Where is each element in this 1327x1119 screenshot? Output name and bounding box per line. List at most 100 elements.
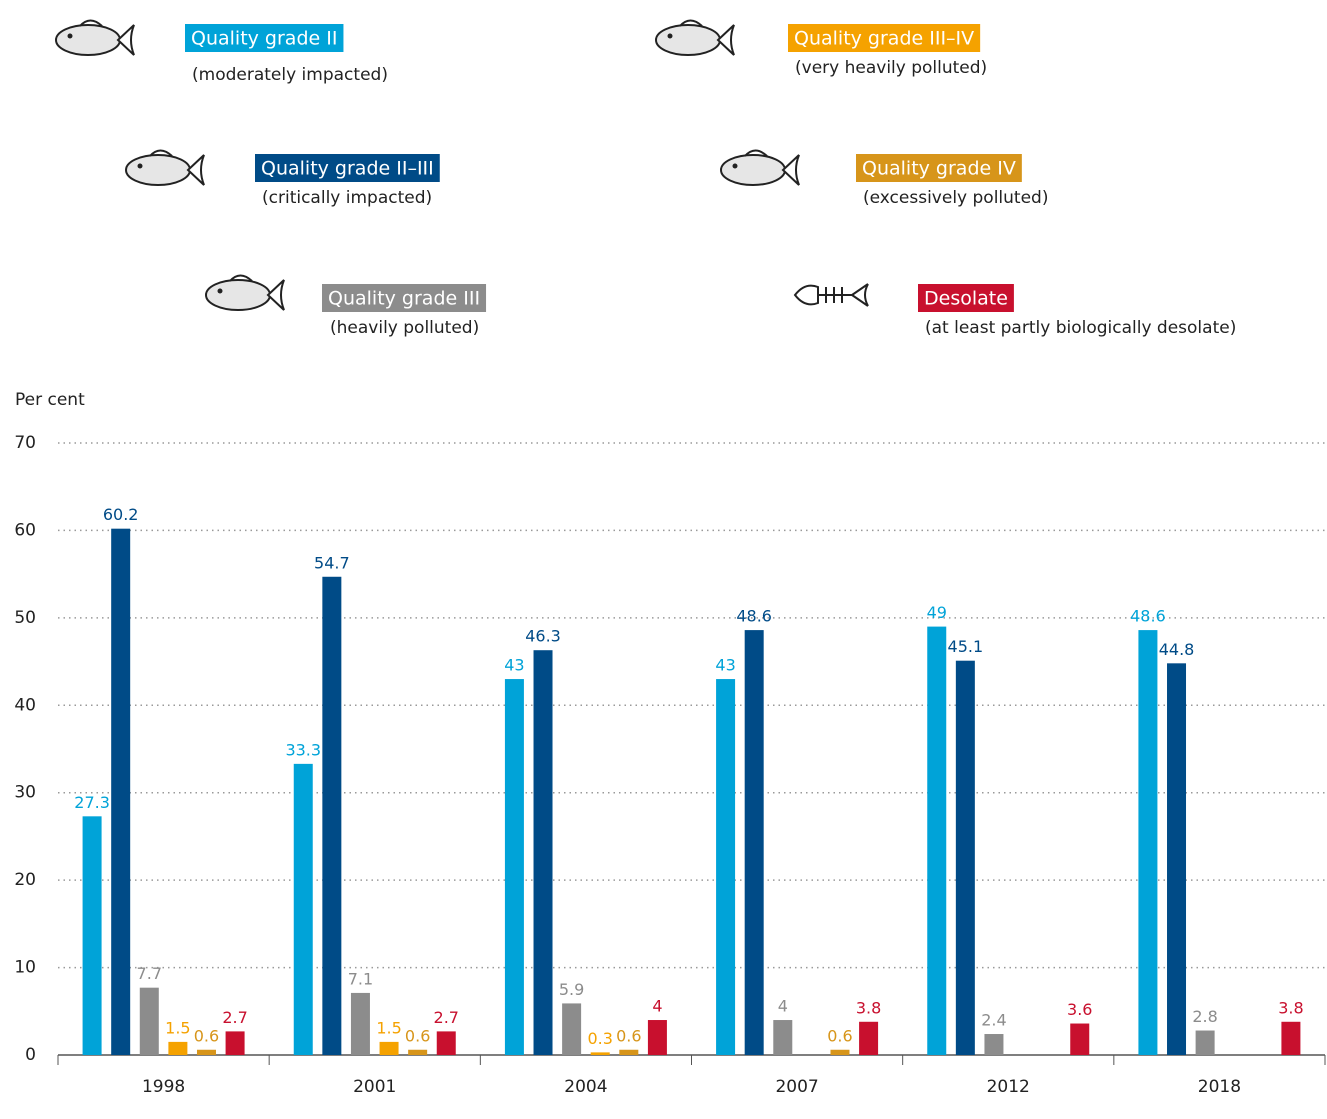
- value-label: 43: [504, 656, 524, 675]
- value-label: 0.6: [616, 1026, 641, 1045]
- value-label: 49: [927, 603, 947, 622]
- bar: [1281, 1022, 1300, 1055]
- bar: [984, 1034, 1003, 1055]
- bar: [927, 627, 946, 1055]
- bar: [648, 1020, 667, 1055]
- x-tick-label: 1998: [142, 1077, 185, 1097]
- fish-body: [206, 280, 270, 310]
- value-label: 2.4: [981, 1011, 1006, 1030]
- value-label: 54.7: [314, 553, 350, 572]
- value-label: 7.7: [137, 964, 162, 983]
- bar: [562, 1003, 581, 1055]
- x-tick-label: 2001: [353, 1077, 396, 1097]
- fish-body: [126, 155, 190, 185]
- value-label: 3.8: [1278, 998, 1303, 1017]
- x-tick-label: 2007: [775, 1077, 818, 1097]
- fish-icon: [126, 151, 204, 186]
- value-label: 3.8: [856, 998, 881, 1017]
- value-label: 4: [652, 997, 662, 1016]
- legend-description: (heavily polluted): [330, 318, 479, 338]
- bar: [1167, 663, 1186, 1055]
- bar: [140, 988, 159, 1055]
- y-tick-label: 10: [14, 958, 36, 978]
- value-label: 46.3: [525, 627, 561, 646]
- bar: [745, 630, 764, 1055]
- legend-label: Desolate: [924, 288, 1008, 310]
- bar: [591, 1052, 610, 1055]
- fish-body: [656, 25, 720, 55]
- fish-icon: [795, 284, 868, 306]
- value-label: 4: [778, 997, 788, 1016]
- fish-eye: [138, 164, 143, 169]
- bar: [380, 1042, 399, 1055]
- value-label: 0.6: [194, 1026, 219, 1045]
- fish-icon: [206, 276, 284, 311]
- legend-label: Quality grade II–III: [261, 158, 434, 180]
- fish-tail: [268, 280, 284, 310]
- fish-tail: [718, 25, 734, 55]
- bar: [168, 1042, 187, 1055]
- value-label: 60.2: [103, 505, 139, 524]
- bar: [197, 1050, 216, 1055]
- bar: [1196, 1031, 1215, 1055]
- legend-description: (moderately impacted): [192, 65, 388, 85]
- value-label: 3.6: [1067, 1000, 1092, 1019]
- legend-label: Quality grade III–IV: [794, 28, 974, 50]
- bar: [859, 1022, 878, 1055]
- bar: [294, 764, 313, 1055]
- legend-description: (excessively polluted): [863, 188, 1048, 208]
- bar: [322, 577, 341, 1055]
- value-label: 43: [715, 656, 735, 675]
- bar: [437, 1031, 456, 1055]
- chart: Per cent Quality grade II (moderately imp…: [0, 0, 1327, 1119]
- fish-eye: [218, 289, 223, 294]
- value-label: 1.5: [165, 1018, 190, 1037]
- fish-body: [56, 25, 120, 55]
- bar: [1070, 1024, 1089, 1055]
- fish-tail: [783, 155, 799, 185]
- legend-description: (very heavily polluted): [795, 58, 987, 78]
- fish-icon: [656, 21, 734, 56]
- x-tick-label: 2018: [1198, 1077, 1241, 1097]
- x-tick-label: 2004: [564, 1077, 607, 1097]
- value-label: 0.6: [827, 1026, 852, 1045]
- bar: [226, 1031, 245, 1055]
- value-label: 5.9: [559, 980, 584, 999]
- fish-eye: [733, 164, 738, 169]
- value-label: 27.3: [74, 793, 110, 812]
- value-label: 1.5: [376, 1018, 401, 1037]
- value-label: 0.3: [587, 1029, 612, 1048]
- legend-description: (at least partly biologically desolate): [925, 318, 1236, 338]
- value-label: 2.7: [434, 1008, 459, 1027]
- bar: [619, 1050, 638, 1055]
- fish-tail: [188, 155, 204, 185]
- bar: [716, 679, 735, 1055]
- bar: [408, 1050, 427, 1055]
- bar: [956, 661, 975, 1055]
- value-label: 2.7: [222, 1008, 247, 1027]
- fish-eye: [68, 34, 73, 39]
- bar: [505, 679, 524, 1055]
- value-label: 33.3: [285, 740, 321, 759]
- value-label: 2.8: [1192, 1007, 1217, 1026]
- legend-description: (critically impacted): [262, 188, 432, 208]
- legend-label: Quality grade II: [191, 28, 337, 50]
- y-tick-label: 70: [14, 433, 36, 453]
- bar: [83, 816, 102, 1055]
- y-tick-label: 50: [14, 608, 36, 628]
- value-label: 7.1: [348, 969, 373, 988]
- bar: [830, 1050, 849, 1055]
- y-axis-title: Per cent: [15, 390, 85, 410]
- fish-skeleton: [795, 284, 868, 306]
- value-label: 45.1: [948, 637, 984, 656]
- y-tick-label: 30: [14, 783, 36, 803]
- fish-tail: [118, 25, 134, 55]
- fish-icon: [56, 21, 134, 56]
- y-tick-label: 20: [14, 870, 36, 890]
- bar: [773, 1020, 792, 1055]
- value-label: 48.6: [736, 607, 772, 626]
- y-tick-label: 40: [14, 695, 36, 715]
- fish-icon: [721, 151, 799, 186]
- value-label: 44.8: [1159, 640, 1195, 659]
- bar: [1138, 630, 1157, 1055]
